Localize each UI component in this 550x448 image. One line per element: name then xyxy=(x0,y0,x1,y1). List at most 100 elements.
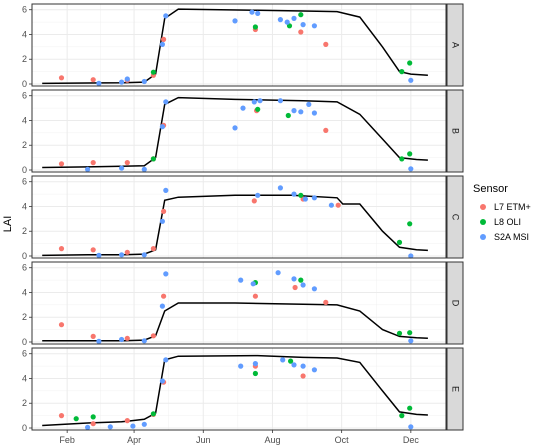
point-l7-etm- xyxy=(161,36,167,43)
legend-label: S2A MSI xyxy=(494,232,529,242)
point-s2a-msi xyxy=(300,282,306,288)
y-tick-label: 6 xyxy=(22,263,27,273)
point-s2a-msi xyxy=(159,378,165,384)
y-tick-label: 2 xyxy=(22,312,27,322)
facet-strip-label: E xyxy=(451,386,461,392)
point-l8-oli xyxy=(407,330,413,336)
point-s2a-msi xyxy=(163,357,169,363)
y-tick-label: 0 xyxy=(22,423,27,433)
legend-label: L8 OLI xyxy=(494,217,521,227)
point-s2a-msi xyxy=(328,202,334,208)
point-l7-etm- xyxy=(292,284,298,291)
point-s2a-msi xyxy=(252,361,258,367)
x-tick-label: Feb xyxy=(59,435,75,445)
point-s2a-msi xyxy=(302,196,308,202)
point-l7-etm- xyxy=(300,373,306,379)
panel-background xyxy=(32,4,446,86)
point-l7-etm- xyxy=(323,127,329,133)
point-l8-oli xyxy=(407,221,413,227)
point-s2a-msi xyxy=(249,9,255,15)
point-l7-etm- xyxy=(124,335,130,341)
point-s2a-msi xyxy=(130,423,136,429)
point-s2a-msi xyxy=(300,363,306,369)
point-l7-etm- xyxy=(298,29,304,35)
point-l8-oli xyxy=(252,24,258,30)
legend-key-l7-etm- xyxy=(480,204,486,210)
point-l8-oli xyxy=(399,69,405,75)
point-l8-oli xyxy=(252,370,258,377)
point-s2a-msi xyxy=(311,195,317,201)
panel-B: 0 2 4 6 B xyxy=(22,89,464,175)
panel-A: 0 2 4 6 A xyxy=(22,3,464,89)
y-tick-label: 2 xyxy=(22,54,27,64)
point-s2a-msi xyxy=(159,303,165,309)
point-l8-oli xyxy=(399,156,405,162)
point-l7-etm- xyxy=(90,421,96,427)
x-tick-label: Apr xyxy=(127,435,141,445)
point-l8-oli xyxy=(255,106,261,112)
point-l7-etm- xyxy=(161,293,167,299)
panel-background xyxy=(32,90,446,172)
point-s2a-msi xyxy=(311,23,317,29)
point-s2a-msi xyxy=(141,338,147,344)
point-s2a-msi xyxy=(141,421,147,427)
point-s2a-msi xyxy=(251,99,257,105)
panels-layer: 0 2 4 6 A 0 2 4 6 B 0 2 4 6 C 0 2 4 6 D 0 2 4 6 E xyxy=(22,3,464,433)
point-s2a-msi xyxy=(255,192,261,198)
point-s2a-msi xyxy=(107,424,113,430)
point-s2a-msi xyxy=(119,165,125,171)
y-tick-label: 2 xyxy=(22,140,27,150)
facet-strip xyxy=(446,261,464,345)
point-s2a-msi xyxy=(238,363,244,369)
point-l8-oli xyxy=(396,239,403,245)
point-l7-etm- xyxy=(124,160,130,166)
legend-label: L7 ETM+ xyxy=(494,202,531,212)
point-l7-etm- xyxy=(90,77,96,83)
point-s2a-msi xyxy=(85,424,91,430)
point-l7-etm- xyxy=(252,293,258,299)
point-s2a-msi xyxy=(408,166,414,172)
facet-strip-label: A xyxy=(451,42,461,48)
facet-strip-label: D xyxy=(451,300,461,307)
y-tick-label: 6 xyxy=(22,177,27,187)
point-l7-etm- xyxy=(323,299,329,305)
point-l8-oli xyxy=(407,151,413,157)
point-s2a-msi xyxy=(96,252,102,258)
y-tick-label: 4 xyxy=(22,29,27,39)
y-tick-label: 6 xyxy=(22,5,27,15)
y-tick-label: 0 xyxy=(22,337,27,347)
y-tick-label: 4 xyxy=(22,287,27,297)
point-s2a-msi xyxy=(291,108,297,114)
point-l7-etm- xyxy=(124,249,130,255)
point-s2a-msi xyxy=(250,281,256,287)
y-axis-title: LAI xyxy=(2,216,14,233)
point-s2a-msi xyxy=(96,80,102,86)
panel-border xyxy=(31,3,447,87)
point-s2a-msi xyxy=(291,362,297,368)
point-l8-oli xyxy=(150,69,156,75)
lai-curve xyxy=(42,8,428,85)
point-s2a-msi xyxy=(277,17,283,23)
point-s2a-msi xyxy=(280,357,286,363)
point-s2a-msi xyxy=(159,41,165,48)
point-s2a-msi xyxy=(240,105,246,111)
point-l8-oli xyxy=(150,411,156,417)
point-s2a-msi xyxy=(291,191,297,197)
point-s2a-msi xyxy=(300,22,306,28)
x-tick-label: Jun xyxy=(196,435,211,445)
point-l7-etm- xyxy=(58,161,65,167)
y-tick-label: 4 xyxy=(22,373,27,383)
point-l7-etm- xyxy=(58,413,65,419)
point-s2a-msi xyxy=(277,98,283,104)
point-s2a-msi xyxy=(85,166,91,172)
y-tick-label: 4 xyxy=(22,115,27,125)
point-s2a-msi xyxy=(141,166,147,172)
y-tick-label: 4 xyxy=(22,201,27,211)
facet-strip xyxy=(446,89,464,173)
point-s2a-msi xyxy=(232,18,238,24)
point-l8-oli xyxy=(285,112,291,119)
point-l7-etm- xyxy=(323,41,329,48)
point-s2a-msi xyxy=(255,10,261,16)
legend-title: Sensor xyxy=(473,183,508,195)
point-l7-etm- xyxy=(90,333,96,339)
